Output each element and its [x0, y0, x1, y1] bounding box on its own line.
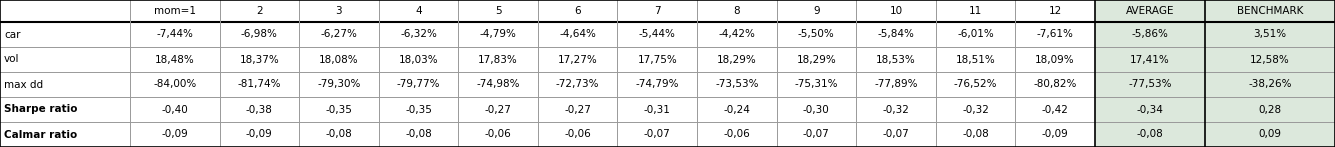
Text: -80,82%: -80,82%	[1033, 80, 1077, 90]
Text: 18,48%: 18,48%	[155, 55, 195, 65]
Text: -0,08: -0,08	[326, 130, 352, 140]
Text: -0,30: -0,30	[802, 105, 830, 115]
Text: -0,32: -0,32	[882, 105, 909, 115]
Text: -0,38: -0,38	[246, 105, 272, 115]
Text: 0,28: 0,28	[1259, 105, 1282, 115]
Text: 5: 5	[495, 6, 502, 16]
Text: -0,07: -0,07	[802, 130, 830, 140]
Text: -81,74%: -81,74%	[238, 80, 282, 90]
Text: -0,09: -0,09	[162, 130, 188, 140]
Text: -77,53%: -77,53%	[1128, 80, 1172, 90]
Text: -0,32: -0,32	[963, 105, 989, 115]
Text: -0,08: -0,08	[963, 130, 989, 140]
Text: 10: 10	[889, 6, 902, 16]
Text: -73,53%: -73,53%	[716, 80, 758, 90]
Text: -0,35: -0,35	[405, 105, 433, 115]
Text: -5,84%: -5,84%	[877, 30, 914, 40]
Text: 17,75%: 17,75%	[637, 55, 677, 65]
Text: -0,24: -0,24	[724, 105, 750, 115]
Text: 18,51%: 18,51%	[956, 55, 996, 65]
Text: -0,06: -0,06	[565, 130, 591, 140]
Text: 18,53%: 18,53%	[876, 55, 916, 65]
Text: 11: 11	[969, 6, 983, 16]
Text: 17,83%: 17,83%	[478, 55, 518, 65]
Text: -7,44%: -7,44%	[156, 30, 194, 40]
Text: -7,61%: -7,61%	[1037, 30, 1073, 40]
Text: -0,27: -0,27	[485, 105, 511, 115]
Text: -0,06: -0,06	[485, 130, 511, 140]
Text: -0,08: -0,08	[1136, 130, 1163, 140]
Text: -72,73%: -72,73%	[555, 80, 599, 90]
Text: -5,86%: -5,86%	[1131, 30, 1168, 40]
Text: 3,51%: 3,51%	[1254, 30, 1287, 40]
Text: 8: 8	[733, 6, 740, 16]
Text: -38,26%: -38,26%	[1248, 80, 1291, 90]
Text: car: car	[4, 30, 20, 40]
Text: -79,77%: -79,77%	[396, 80, 441, 90]
Text: Calmar ratio: Calmar ratio	[4, 130, 77, 140]
Text: BENCHMARK: BENCHMARK	[1236, 6, 1303, 16]
Text: 17,27%: 17,27%	[558, 55, 598, 65]
Text: -77,89%: -77,89%	[874, 80, 917, 90]
Text: -0,09: -0,09	[1041, 130, 1068, 140]
Text: 18,29%: 18,29%	[797, 55, 836, 65]
Text: mom=1: mom=1	[154, 6, 196, 16]
Text: -76,52%: -76,52%	[953, 80, 997, 90]
Text: max dd: max dd	[4, 80, 43, 90]
Text: -0,34: -0,34	[1136, 105, 1163, 115]
Text: 18,03%: 18,03%	[399, 55, 438, 65]
Bar	[1204, 0, 1335, 147]
Text: Sharpe ratio: Sharpe ratio	[4, 105, 77, 115]
Text: -74,98%: -74,98%	[477, 80, 519, 90]
Text: 18,29%: 18,29%	[717, 55, 757, 65]
Text: 6: 6	[574, 6, 581, 16]
Text: 18,37%: 18,37%	[239, 55, 279, 65]
Text: -0,06: -0,06	[724, 130, 750, 140]
Text: -6,27%: -6,27%	[320, 30, 358, 40]
Text: -5,44%: -5,44%	[638, 30, 676, 40]
Text: -5,50%: -5,50%	[798, 30, 834, 40]
Text: -0,40: -0,40	[162, 105, 188, 115]
Text: -0,07: -0,07	[643, 130, 670, 140]
Text: 2: 2	[256, 6, 263, 16]
Text: 18,08%: 18,08%	[319, 55, 359, 65]
Text: -4,42%: -4,42%	[718, 30, 756, 40]
Text: vol: vol	[4, 55, 20, 65]
Text: 4: 4	[415, 6, 422, 16]
Text: -0,42: -0,42	[1041, 105, 1068, 115]
Text: 9: 9	[813, 6, 820, 16]
Text: 7: 7	[654, 6, 661, 16]
Text: -6,98%: -6,98%	[240, 30, 278, 40]
Text: -4,64%: -4,64%	[559, 30, 595, 40]
Text: 12: 12	[1048, 6, 1061, 16]
Bar	[1095, 0, 1204, 147]
Text: AVERAGE: AVERAGE	[1125, 6, 1173, 16]
Text: -0,31: -0,31	[643, 105, 670, 115]
Text: 3: 3	[335, 6, 342, 16]
Text: -0,27: -0,27	[565, 105, 591, 115]
Text: -4,79%: -4,79%	[479, 30, 517, 40]
Text: -0,35: -0,35	[326, 105, 352, 115]
Text: -0,07: -0,07	[882, 130, 909, 140]
Text: -84,00%: -84,00%	[154, 80, 196, 90]
Text: 12,58%: 12,58%	[1250, 55, 1290, 65]
Text: -6,01%: -6,01%	[957, 30, 993, 40]
Text: 0,09: 0,09	[1259, 130, 1282, 140]
Text: -0,09: -0,09	[246, 130, 272, 140]
Text: -75,31%: -75,31%	[794, 80, 838, 90]
Text: -79,30%: -79,30%	[318, 80, 360, 90]
Text: -74,79%: -74,79%	[635, 80, 680, 90]
Text: -0,08: -0,08	[405, 130, 431, 140]
Text: -6,32%: -6,32%	[400, 30, 437, 40]
Text: 17,41%: 17,41%	[1129, 55, 1169, 65]
Text: 18,09%: 18,09%	[1035, 55, 1075, 65]
